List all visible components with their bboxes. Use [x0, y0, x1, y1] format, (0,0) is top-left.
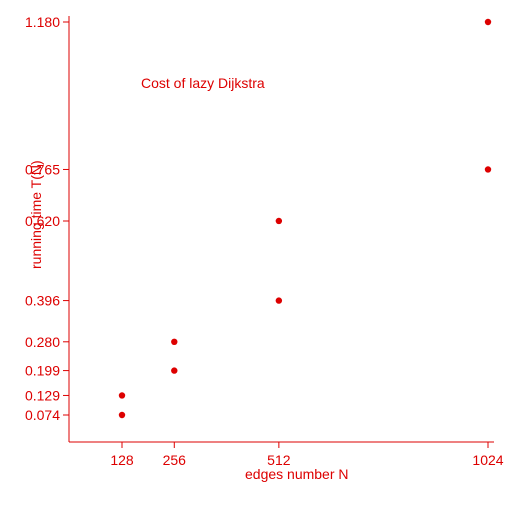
chart-title: Cost of lazy Dijkstra — [141, 75, 265, 91]
data-points — [118, 18, 492, 419]
y-tick-label: 0.129 — [25, 387, 60, 403]
x-tick-label: 128 — [110, 452, 134, 468]
data-point — [118, 392, 126, 399]
y-tick-label: 1.180 — [25, 14, 60, 30]
y-tick-label: 0.280 — [25, 334, 60, 350]
x-tick-label: 512 — [267, 452, 291, 468]
y-tick-label: 0.199 — [25, 363, 60, 379]
y-axis-label: running time T(N) — [28, 160, 44, 269]
y-tick-label: 0.074 — [25, 407, 60, 423]
data-point — [171, 338, 178, 346]
data-point — [118, 411, 126, 419]
y-tick-label: 0.620 — [25, 213, 60, 229]
axes — [68, 16, 494, 443]
data-point — [484, 18, 492, 26]
x-tick-label: 256 — [163, 452, 187, 468]
data-point — [484, 166, 492, 173]
ticks: 0.074 0.129 0.199 0.280 0.396 0.620 0.765 1.180… — [25, 14, 504, 468]
data-point — [171, 367, 178, 374]
y-tick-label: 0.765 — [25, 161, 60, 177]
y-tick-label: 0.396 — [25, 293, 60, 309]
x-tick-label: 1024 — [472, 452, 503, 468]
data-point — [275, 297, 283, 304]
data-point — [275, 217, 283, 225]
x-axis-label: edges number N — [245, 466, 349, 482]
